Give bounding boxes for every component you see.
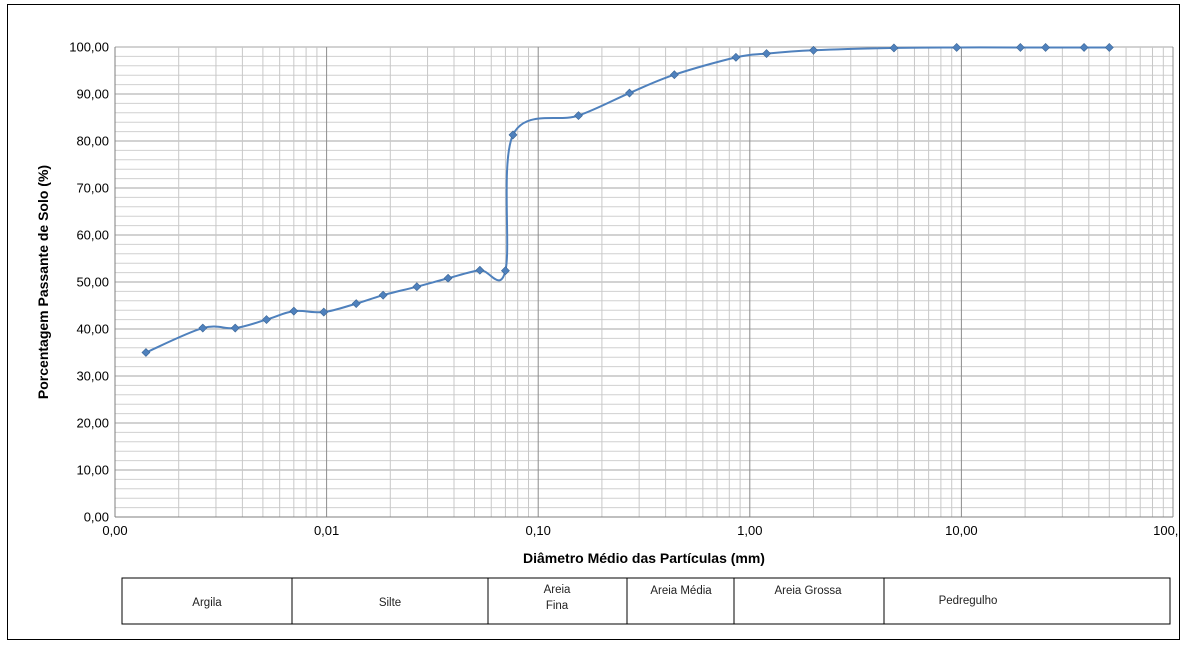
data-point bbox=[289, 306, 299, 316]
data-point bbox=[262, 315, 271, 325]
classification-label: Areia Grossa bbox=[774, 585, 842, 597]
x-tick-label: 0,01 bbox=[314, 523, 339, 538]
data-point bbox=[378, 290, 388, 300]
data-point bbox=[351, 299, 361, 309]
data-point bbox=[508, 130, 518, 140]
grid-lines bbox=[114, 46, 1174, 518]
x-tick-label: 10,00 bbox=[945, 523, 978, 538]
x-tick-label: 100,00 bbox=[1153, 523, 1178, 538]
data-point bbox=[1079, 43, 1089, 52]
y-axis-ticks: 0,00 10,00 20,00 30,00 40,00 50,00 60,00 70,00 8… bbox=[69, 40, 109, 525]
data-point bbox=[889, 43, 899, 53]
data-point bbox=[731, 52, 741, 62]
y-tick-label: 60,00 bbox=[76, 228, 109, 243]
data-point bbox=[198, 323, 208, 333]
data-point bbox=[1104, 43, 1114, 52]
y-tick-label: 0,00 bbox=[84, 510, 109, 525]
y-tick-label: 10,00 bbox=[76, 463, 109, 478]
x-tick-label: 1,00 bbox=[737, 523, 762, 538]
data-point bbox=[952, 43, 962, 52]
data-point bbox=[809, 45, 818, 55]
data-point bbox=[412, 282, 422, 292]
x-axis-title: Diâmetro Médio das Partículas (mm) bbox=[523, 550, 765, 566]
x-tick-label: 0,10 bbox=[526, 523, 551, 538]
data-point bbox=[625, 88, 634, 98]
data-point bbox=[319, 307, 329, 317]
classification-label: Areia Fina bbox=[544, 584, 571, 612]
x-axis-ticks: 0,00 0,01 0,10 1,00 10,00 100,00 bbox=[102, 523, 1189, 538]
classification-table-border bbox=[121, 577, 1171, 625]
data-point bbox=[1041, 43, 1051, 52]
classification-label: Argila bbox=[192, 597, 222, 609]
y-tick-label: 90,00 bbox=[76, 87, 109, 102]
y-tick-label: 70,00 bbox=[76, 181, 109, 196]
data-point bbox=[669, 70, 679, 80]
data-point bbox=[1015, 43, 1025, 52]
y-tick-label: 20,00 bbox=[76, 416, 109, 431]
y-tick-label: 80,00 bbox=[76, 134, 109, 149]
data-point bbox=[443, 273, 453, 283]
data-point bbox=[475, 265, 485, 275]
y-tick-label: 40,00 bbox=[76, 322, 109, 337]
data-points bbox=[141, 43, 1114, 357]
chart-frame: 0,00 10,00 20,00 30,00 40,00 50,00 60,00 70,00 8… bbox=[7, 4, 1189, 640]
data-point bbox=[230, 323, 240, 333]
y-tick-label: 30,00 bbox=[76, 369, 109, 384]
y-tick-label: 100,00 bbox=[69, 40, 109, 55]
classification-label: Silte bbox=[379, 597, 401, 609]
data-point bbox=[500, 266, 510, 276]
classification-label: Pedregulho bbox=[939, 595, 998, 607]
x-tick-label: 0,00 bbox=[102, 523, 127, 538]
data-point bbox=[141, 348, 151, 357]
granulometric-curve-chart: 0,00 10,00 20,00 30,00 40,00 50,00 60,00 70,00 8… bbox=[35, 40, 1189, 625]
soil-classification-table: Argila Silte Areia Fina Areia Média Areia Gro… bbox=[121, 577, 1171, 625]
classification-label: Areia Média bbox=[650, 585, 712, 597]
data-point bbox=[762, 49, 771, 59]
y-tick-label: 50,00 bbox=[76, 275, 109, 290]
y-axis-title: Porcentagem Passante de Solo (%) bbox=[35, 165, 51, 399]
data-point bbox=[574, 111, 583, 121]
